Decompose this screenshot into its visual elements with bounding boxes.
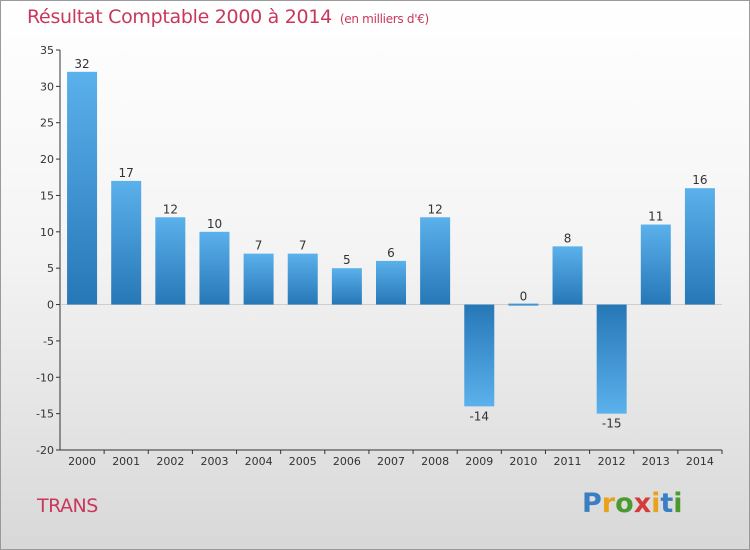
y-tick-label: -10 — [36, 371, 54, 384]
y-tick-label: 10 — [40, 226, 54, 239]
x-tick-label: 2002 — [156, 455, 184, 468]
proxiti-logo[interactable]: Proxiti — [582, 488, 683, 519]
data-label: 10 — [207, 217, 222, 231]
x-tick-label: 2000 — [68, 455, 96, 468]
y-tick-label: 35 — [40, 44, 54, 57]
bar-2007 — [376, 260, 406, 305]
data-label: 16 — [692, 173, 707, 187]
data-label: 12 — [163, 202, 178, 216]
data-label: -14 — [469, 409, 489, 423]
data-label: 32 — [74, 57, 89, 71]
x-tick-label: 2007 — [377, 455, 405, 468]
logo-letter: t — [660, 488, 674, 519]
bar-2013 — [640, 224, 671, 305]
logo-letter: x — [633, 488, 652, 519]
y-tick-label: 30 — [40, 80, 54, 93]
data-label: 6 — [387, 246, 395, 260]
y-tick-label: -15 — [36, 408, 54, 421]
bar-2009 — [464, 304, 495, 407]
bar-2012 — [596, 304, 627, 414]
y-tick-label: 5 — [47, 262, 54, 275]
logo-letter: r — [601, 488, 616, 519]
y-tick-label: 15 — [40, 189, 54, 202]
x-tick-label: 2004 — [245, 455, 273, 468]
logo-letter: P — [582, 488, 602, 519]
x-tick-label: 2006 — [333, 455, 361, 468]
bar-2014 — [684, 188, 715, 305]
logo-letter: i — [673, 488, 683, 519]
commune-name: TRANS — [37, 495, 98, 517]
x-tick-label: 2005 — [289, 455, 317, 468]
data-label: 17 — [119, 166, 134, 180]
bar-2001 — [111, 180, 142, 305]
data-label: -15 — [602, 417, 622, 431]
data-label: 0 — [520, 290, 528, 304]
x-tick-label: 2013 — [642, 455, 670, 468]
data-label: 7 — [299, 239, 307, 253]
y-tick-label: 25 — [40, 117, 54, 130]
bar-2003 — [199, 231, 230, 305]
logo-letter: o — [615, 488, 634, 519]
y-tick-label: -20 — [36, 444, 54, 457]
data-label: 8 — [564, 231, 572, 245]
chart-subtitle: (en milliers d'€) — [339, 12, 429, 26]
y-tick-label: 20 — [40, 153, 54, 166]
bar-2005 — [287, 253, 318, 305]
x-tick-label: 2001 — [112, 455, 140, 468]
bar-2008 — [420, 217, 451, 305]
data-label: 11 — [648, 210, 663, 224]
bar-2006 — [331, 268, 362, 305]
x-tick-label: 2008 — [421, 455, 449, 468]
bar-2004 — [243, 253, 274, 305]
bar-2000 — [67, 71, 98, 305]
y-tick-label: 0 — [47, 299, 54, 312]
x-tick-label: 2010 — [509, 455, 537, 468]
bar-2011 — [552, 246, 583, 305]
x-tick-label: 2012 — [598, 455, 626, 468]
chart-title: Résultat Comptable 2000 à 2014 (en millie… — [27, 6, 429, 28]
bar-2010 — [508, 303, 539, 306]
data-label: 5 — [343, 253, 351, 267]
data-label: 7 — [255, 239, 263, 253]
x-tick-label: 2011 — [554, 455, 582, 468]
y-tick-label: -5 — [43, 335, 54, 348]
bar-2002 — [155, 217, 186, 305]
x-tick-label: 2003 — [200, 455, 228, 468]
logo-letter: i — [651, 488, 661, 519]
x-tick-label: 2009 — [465, 455, 493, 468]
chart-title-text: Résultat Comptable 2000 à 2014 — [27, 6, 332, 28]
data-label: 12 — [427, 202, 442, 216]
x-tick-label: 2014 — [686, 455, 714, 468]
